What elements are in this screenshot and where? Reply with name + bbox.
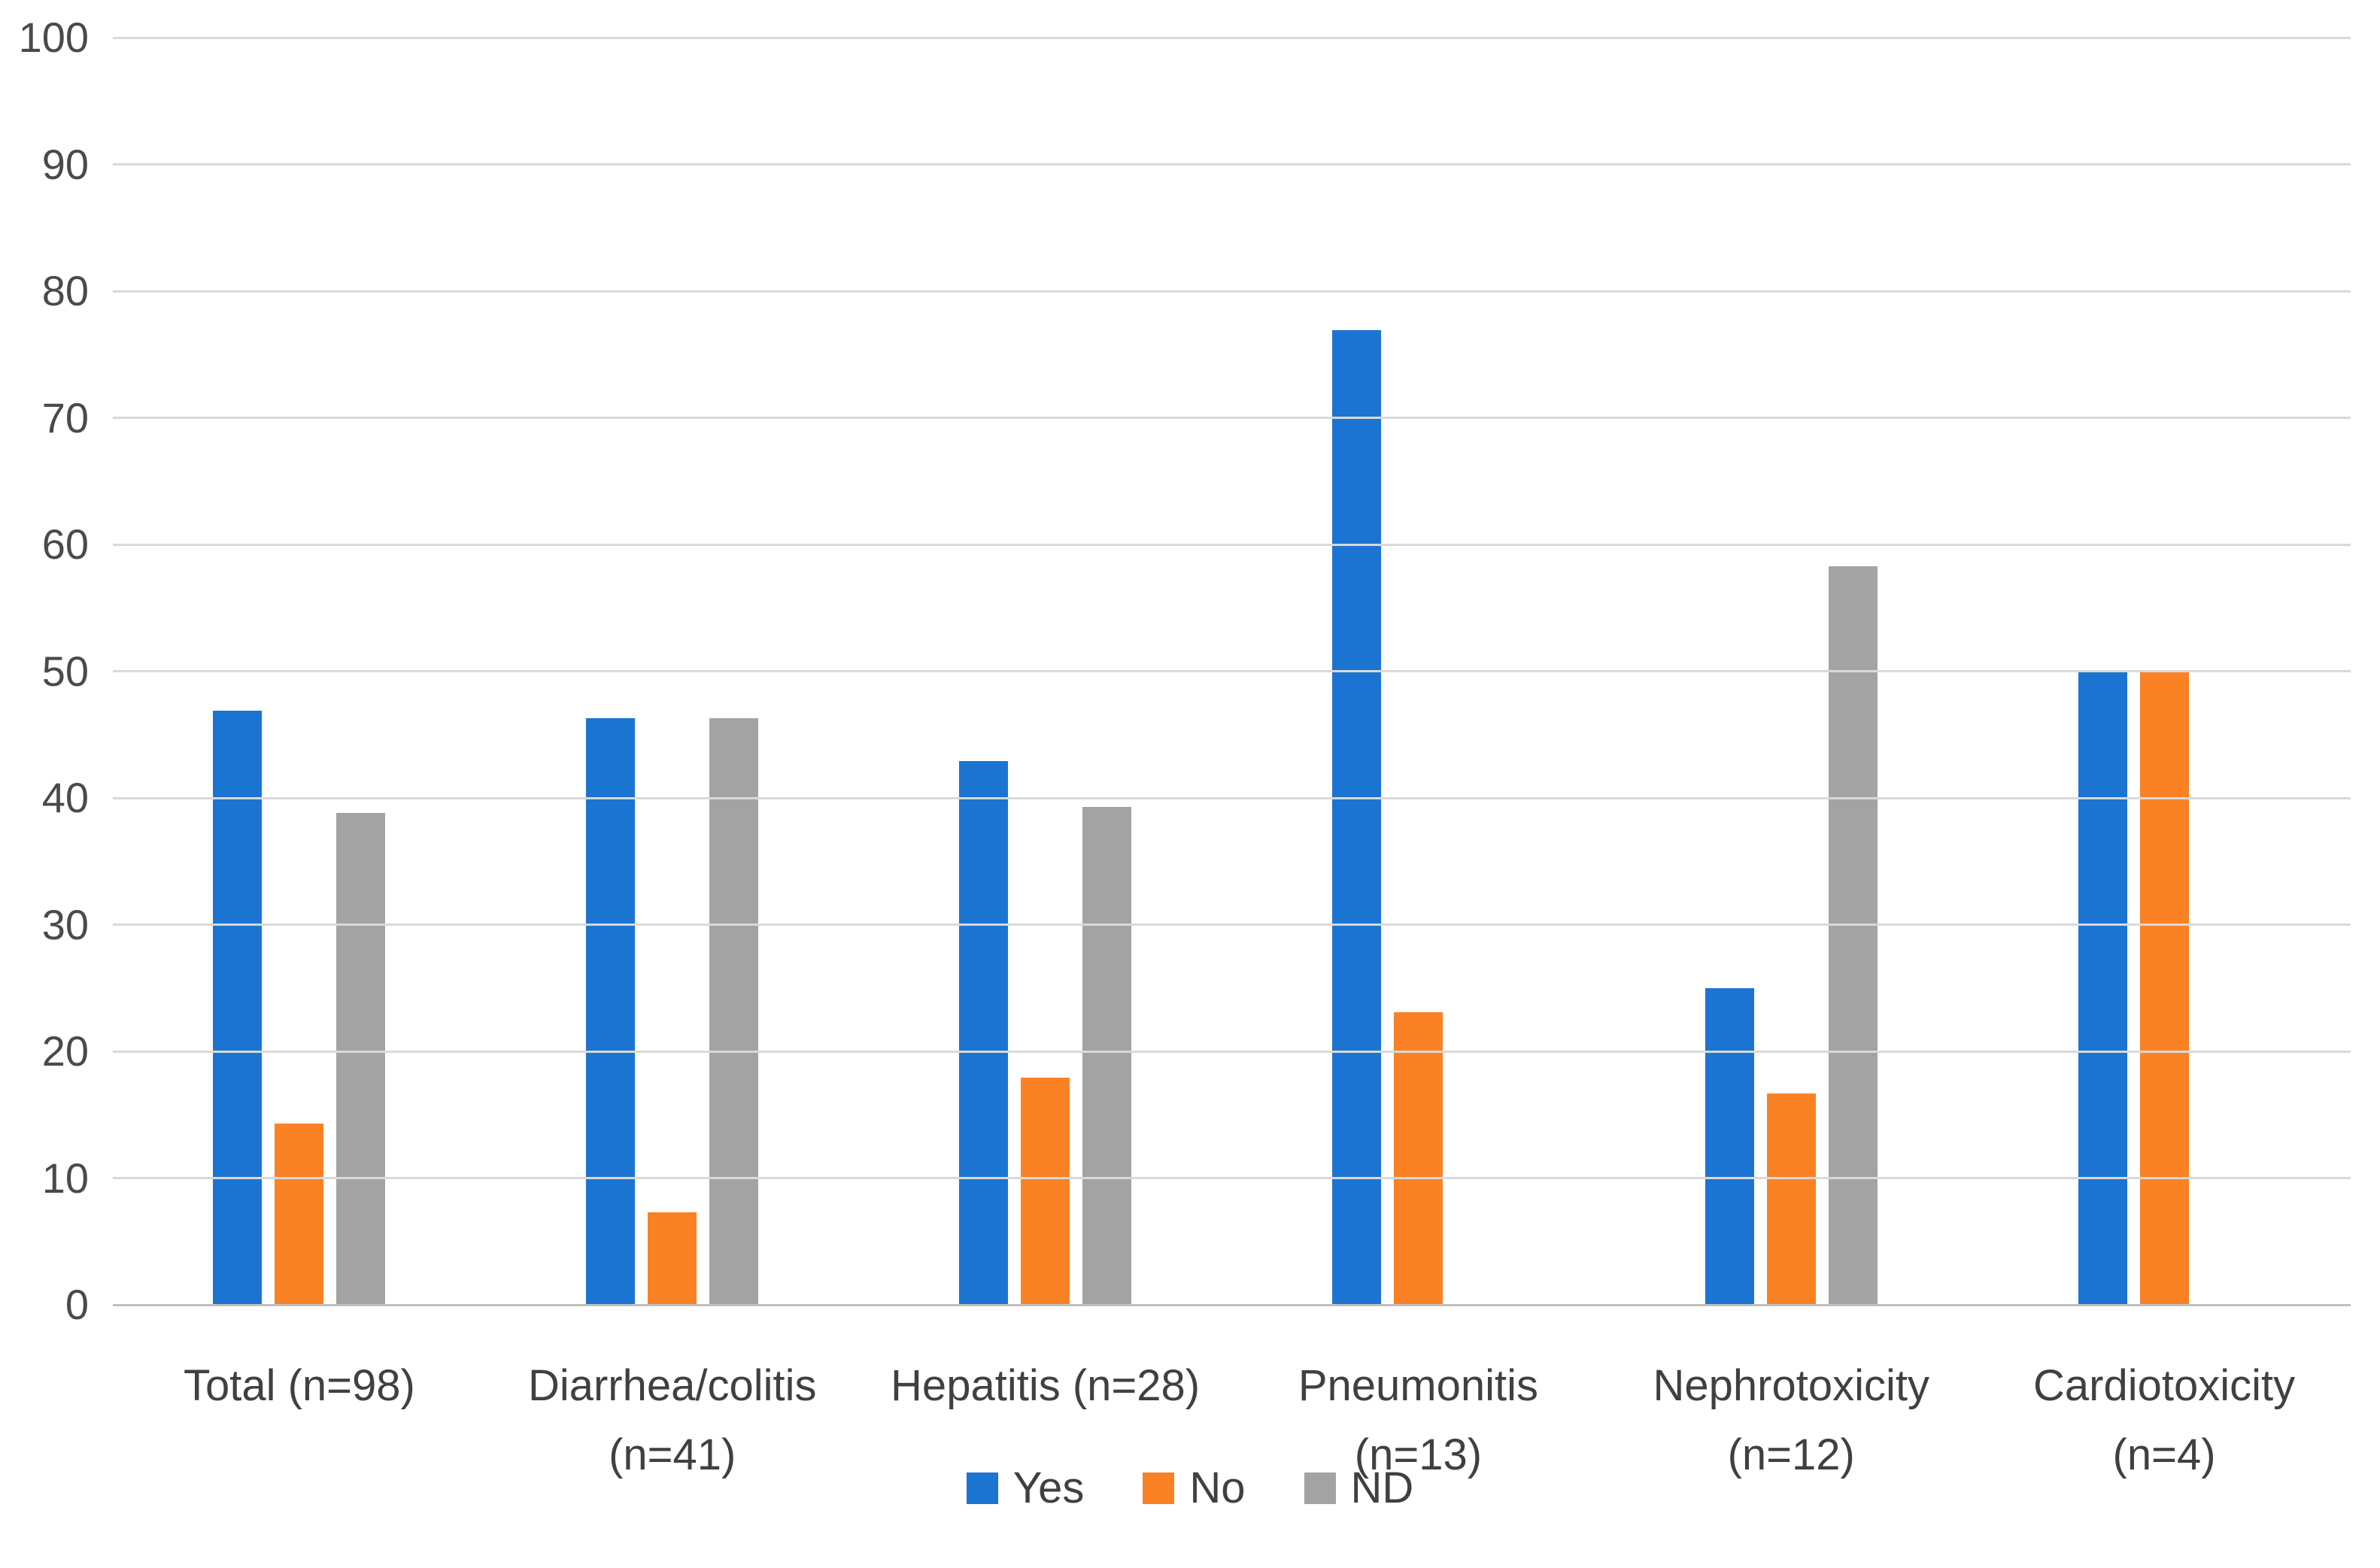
category-label-line: Nephrotoxicity xyxy=(1653,1361,1929,1410)
bar-no xyxy=(1766,1093,1816,1305)
y-tick-label: 90 xyxy=(41,140,89,188)
bar-group xyxy=(1978,38,2351,1305)
x-axis-labels: Total (n=98) Diarrhea/colitis (n=41) Hepati… xyxy=(113,1305,2351,1490)
bar-yes xyxy=(213,710,263,1305)
legend-label: No xyxy=(1189,1463,1246,1512)
category-label-line: (n=12) xyxy=(1727,1430,1855,1479)
y-tick-label: 60 xyxy=(41,520,89,568)
category-label-line: (n=13) xyxy=(1354,1430,1483,1479)
bar-yes xyxy=(586,717,636,1305)
plot-area xyxy=(113,36,2351,1306)
y-tick-label: 20 xyxy=(41,1027,89,1075)
category-label-line: Cardiotoxicity xyxy=(2032,1361,2296,1410)
category-label: Pneumonitis (n=13) xyxy=(1231,1305,1604,1490)
category-label: Diarrhea/colitis (n=41) xyxy=(486,1305,859,1490)
y-tick-label: 80 xyxy=(41,267,89,314)
bar-group xyxy=(486,38,859,1305)
bar-group xyxy=(859,38,1232,1305)
y-tick-label: 50 xyxy=(41,647,89,695)
y-tick-label: 10 xyxy=(41,1154,89,1202)
legend-label: Yes xyxy=(1012,1463,1085,1512)
bar-group xyxy=(113,38,486,1305)
y-tick-label: 0 xyxy=(65,1281,89,1328)
legend-swatch-nd xyxy=(1304,1472,1336,1504)
legend-label: ND xyxy=(1350,1463,1414,1512)
bar-group xyxy=(1231,38,1604,1305)
bar-group xyxy=(1604,38,1978,1305)
category-label: Total (n=98) xyxy=(113,1305,486,1490)
bar-nd xyxy=(336,813,386,1305)
y-tick-label: 100 xyxy=(18,14,89,61)
category-label-line: Hepatitis (n=28) xyxy=(891,1361,1201,1410)
bar-no xyxy=(1393,1011,1443,1305)
category-label-line: (n=41) xyxy=(609,1430,736,1479)
bar-nd xyxy=(1828,566,1878,1305)
bar-yes xyxy=(1331,330,1381,1305)
y-tick-label: 30 xyxy=(41,900,89,948)
legend-swatch-no xyxy=(1143,1472,1175,1504)
bar-no xyxy=(648,1212,697,1305)
legend-item-yes: Yes xyxy=(966,1463,1085,1512)
category-label: Nephrotoxicity (n=12) xyxy=(1604,1305,1978,1490)
legend: Yes No ND xyxy=(0,1466,2380,1510)
bar-groups-row xyxy=(113,38,2351,1305)
category-label-line: Pneumonitis xyxy=(1298,1361,1538,1410)
category-label-line: Total (n=98) xyxy=(183,1361,415,1410)
legend-item-nd: ND xyxy=(1304,1463,1414,1512)
bar-yes xyxy=(959,761,1009,1305)
y-tick-label: 40 xyxy=(41,774,89,821)
bar-nd xyxy=(709,717,759,1305)
bar-yes xyxy=(2078,671,2127,1305)
y-tick-label: 70 xyxy=(41,393,89,441)
bar-nd xyxy=(1082,806,1132,1305)
category-label-line: (n=4) xyxy=(2112,1430,2216,1479)
bar-no xyxy=(275,1124,324,1305)
category-label: Hepatitis (n=28) xyxy=(859,1305,1232,1490)
category-label: Cardiotoxicity (n=4) xyxy=(1978,1305,2351,1490)
category-label-line: Diarrhea/colitis xyxy=(527,1361,817,1410)
legend-item-no: No xyxy=(1143,1463,1246,1512)
bar-no xyxy=(2139,671,2189,1305)
bar-no xyxy=(1021,1078,1070,1305)
bar-yes xyxy=(1705,987,1754,1305)
legend-swatch-yes xyxy=(966,1472,998,1504)
